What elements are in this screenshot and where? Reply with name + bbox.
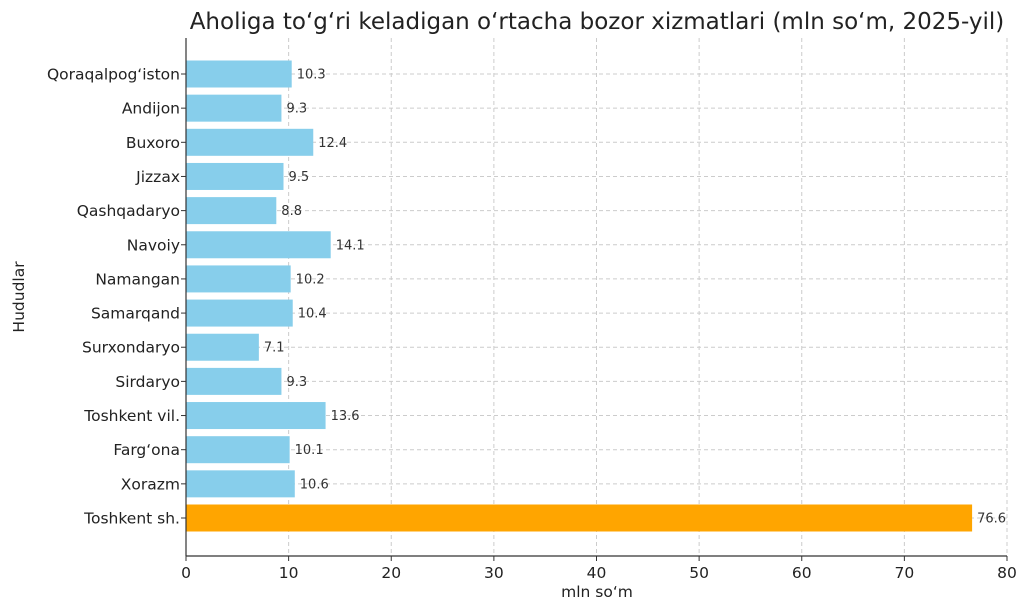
category-label: Xorazm [121,475,180,493]
x-tick-label: 60 [792,564,812,582]
bar [186,128,314,156]
x-tick-label: 40 [587,564,607,582]
bar [186,333,259,361]
y-axis-title: Hududlar [10,261,28,333]
category-label: Sirdaryo [115,373,180,391]
bar-value-label: 14.1 [336,238,365,253]
x-tick-label: 30 [484,564,504,582]
bar-value-label: 9.3 [286,102,307,117]
category-label: Buxoro [126,134,180,152]
bar-value-label: 10.3 [297,68,326,83]
bar [186,504,973,532]
bar [186,197,277,225]
x-axis-title: mln so‘m [561,583,633,601]
bar-value-label: 10.4 [298,307,327,322]
category-label: Qoraqalpog‘iston [47,66,180,84]
bar [186,162,284,190]
x-tick-label: 10 [279,564,299,582]
category-label: Andijon [122,100,180,118]
x-axis-ticks: 0 10 20 30 40 50 60 70 80 [181,556,1017,582]
bars [186,60,973,532]
x-tick-label: 0 [181,564,191,582]
x-tick-label: 80 [997,564,1017,582]
bar [186,94,282,122]
bar-value-label: 9.5 [288,170,309,185]
bar-value-label: 9.3 [286,375,307,390]
bar [186,265,291,293]
category-label: Samarqand [91,305,180,323]
category-labels: Qoraqalpog‘iston Andijon Buxoro Jizzax Qashq… [47,66,186,528]
bar [186,299,293,327]
bar [186,402,326,430]
x-tick-label: 50 [689,564,709,582]
bar-value-label: 12.4 [318,136,347,151]
bar-value-label: 8.8 [281,204,302,219]
category-label: Qashqadaryo [77,202,180,220]
bar [186,60,292,88]
category-label: Navoiy [127,236,180,254]
value-labels: 10.3 9.3 12.4 9.5 8.8 14.1 10.2 10.4 7.1 9.3 13.6 1… [264,68,1006,527]
bar [186,436,290,464]
x-tick-label: 20 [381,564,401,582]
bar [186,367,282,395]
bar-value-label: 10.6 [300,477,329,492]
bar-value-label: 10.2 [296,272,325,287]
category-label: Surxondaryo [82,339,180,357]
x-tick-label: 70 [895,564,915,582]
category-label: Namangan [95,270,180,288]
bar-value-label: 76.6 [977,512,1006,527]
category-label: Jizzax [135,168,180,186]
category-label: Toshkent sh. [83,510,180,528]
bar-value-label: 10.1 [295,443,324,458]
bar [186,470,295,498]
category-label: Farg‘ona [113,441,180,459]
category-label: Toshkent vil. [83,407,180,425]
bar-value-label: 7.1 [264,341,285,356]
chart-title: Aholiga to‘g‘ri keladigan o‘rtacha bozor… [190,9,1005,35]
bar-value-label: 13.6 [331,409,360,424]
bar [186,231,331,259]
